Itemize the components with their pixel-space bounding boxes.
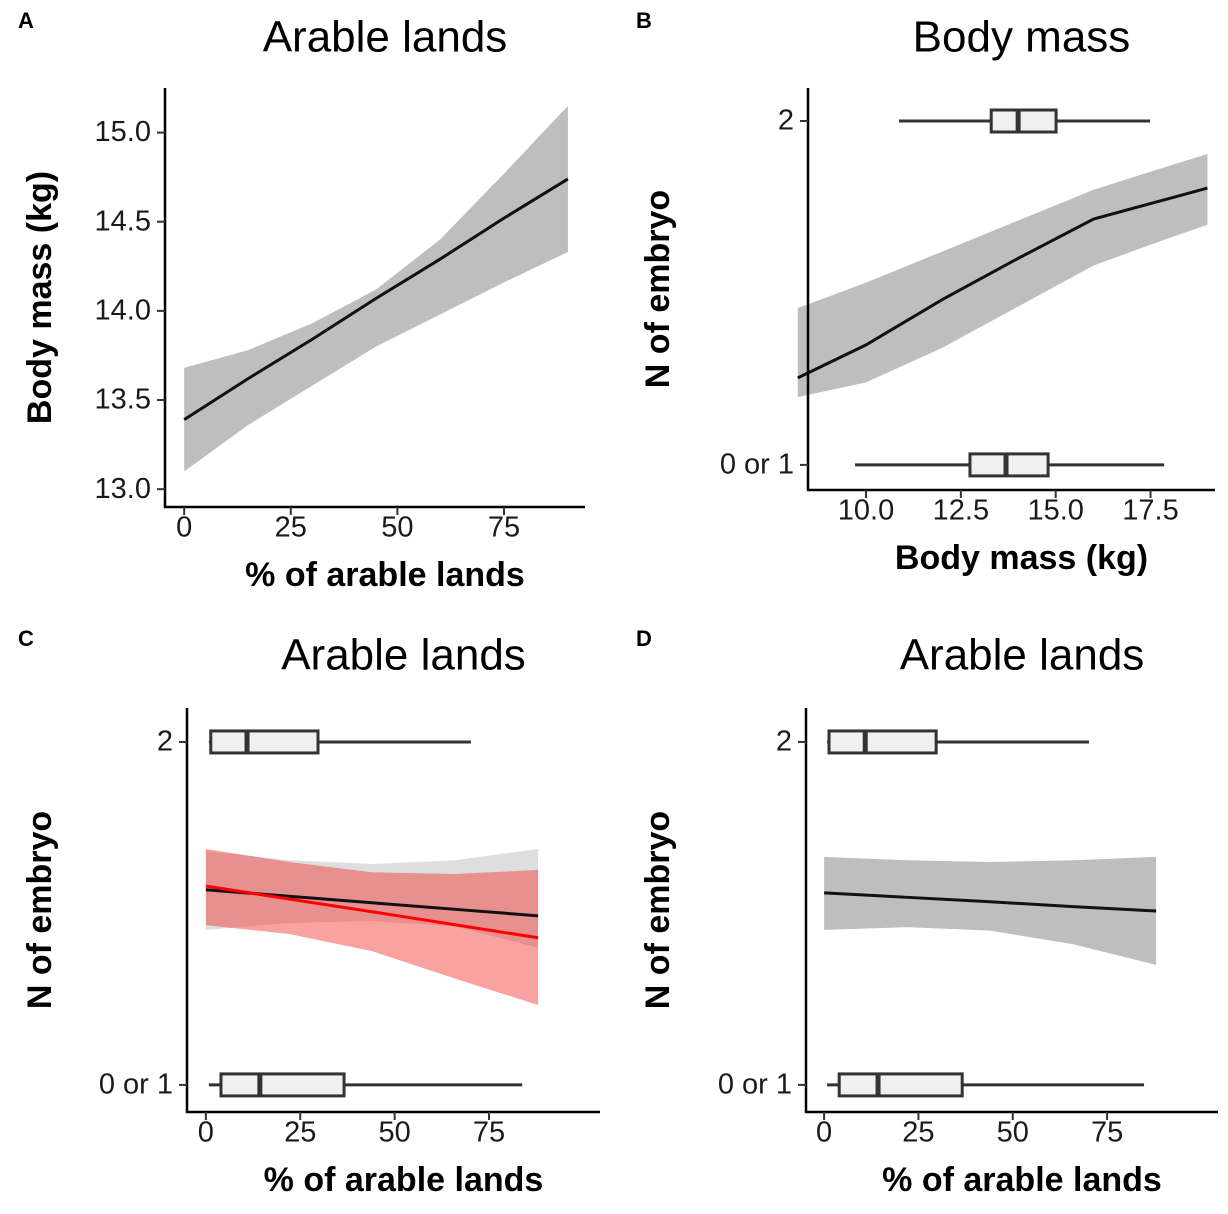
y-axis-label: N of embryo [639, 190, 677, 388]
confidence-band [205, 848, 539, 1005]
y-tick-label: 2 [157, 726, 173, 758]
fit-line [183, 177, 569, 421]
box [837, 1072, 964, 1098]
chart-title: Arable lands [900, 631, 1145, 680]
x-axis-label: % of arable lands [264, 1161, 544, 1199]
x-tick-label: 75 [473, 1117, 505, 1149]
x-tick-label: 25 [275, 512, 307, 544]
x-tick-label: 0 [816, 1117, 832, 1149]
x-axis-label: Body mass (kg) [895, 539, 1148, 577]
y-tick-label: 0 or 1 [720, 449, 794, 481]
box [219, 1072, 346, 1098]
x-tick-label: 50 [378, 1117, 410, 1149]
y-axis-label: N of embryo [639, 811, 677, 1009]
y-tick-label: 14.5 [95, 205, 151, 237]
box [827, 729, 938, 755]
y-tick-label: 0 or 1 [718, 1069, 792, 1101]
y-axis-label: Body mass (kg) [21, 171, 59, 424]
y-tick-label: 13.0 [95, 473, 151, 505]
x-tick-label: 75 [488, 512, 520, 544]
y-tick-label: 2 [778, 105, 794, 137]
panel-label: B [636, 8, 652, 33]
fit-line [205, 884, 539, 940]
x-axis-label: % of arable lands [882, 1161, 1162, 1199]
y-tick-label: 13.5 [95, 384, 151, 416]
y-tick-label: 15.0 [95, 116, 151, 148]
y-axis-label: N of embryo [21, 811, 59, 1009]
x-tick-label: 75 [1091, 1117, 1123, 1149]
box [209, 729, 320, 755]
confidence-band [184, 105, 568, 472]
box [989, 108, 1058, 134]
box [968, 452, 1050, 478]
x-tick-label: 17.5 [1122, 495, 1178, 527]
x-tick-label: 12.5 [933, 495, 989, 527]
chart-title: Body mass [913, 13, 1131, 62]
y-tick-label: 2 [776, 726, 792, 758]
x-tick-label: 50 [997, 1117, 1029, 1149]
panel-label: C [18, 626, 34, 651]
x-tick-label: 50 [381, 512, 413, 544]
y-tick-label: 14.0 [95, 295, 151, 327]
x-tick-label: 25 [284, 1117, 316, 1149]
confidence-band [797, 154, 1208, 398]
x-tick-label: 0 [198, 1117, 214, 1149]
y-tick-label: 0 or 1 [99, 1069, 173, 1101]
x-tick-label: 25 [902, 1117, 934, 1149]
x-axis-label: % of arable lands [245, 556, 525, 594]
chart-title: Arable lands [263, 13, 508, 62]
x-tick-label: 10.0 [838, 495, 894, 527]
x-tick-label: 0 [176, 512, 192, 544]
x-tick-label: 15.0 [1027, 495, 1083, 527]
panel-label: A [18, 8, 34, 33]
confidence-band [205, 848, 539, 948]
panel-label: D [636, 626, 652, 651]
confidence-band [824, 856, 1157, 965]
fit-line [824, 891, 1157, 913]
fit-line [797, 186, 1208, 380]
chart-title: Arable lands [281, 631, 526, 680]
